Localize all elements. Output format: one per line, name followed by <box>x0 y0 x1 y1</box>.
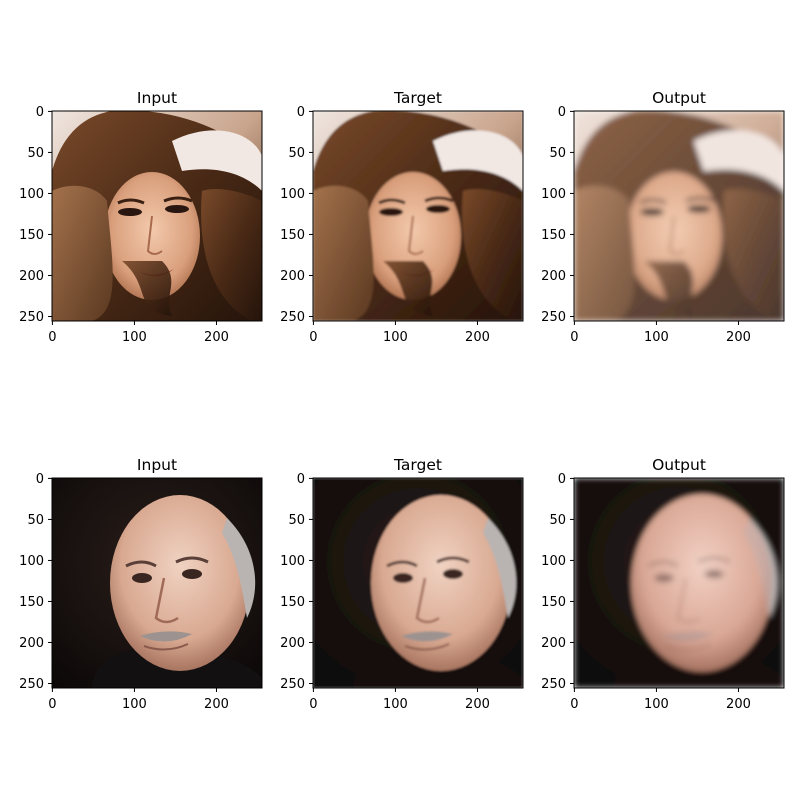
x-tick-label: 200 <box>465 697 490 712</box>
axes-frame <box>51 477 263 689</box>
x-tick-label: 0 <box>48 330 56 345</box>
y-tick-label: 50 <box>27 146 44 161</box>
y-tick-label: 200 <box>541 269 566 284</box>
y-tick-label: 200 <box>280 269 305 284</box>
x-tick-label: 200 <box>465 330 490 345</box>
y-tick-label: 100 <box>541 554 566 569</box>
y-tick-label: 250 <box>280 310 305 325</box>
axes-frame <box>312 110 524 322</box>
axes-frame <box>573 477 785 689</box>
man-face-image <box>313 478 523 688</box>
panel-woman-input: Input 0 100 200 0 50 100 150 200 250 <box>19 89 263 345</box>
x-tick-label: 100 <box>644 330 669 345</box>
y-tick-label: 50 <box>27 513 44 528</box>
x-tick-label: 0 <box>570 697 578 712</box>
y-tick-label: 0 <box>558 472 566 487</box>
y-tick-label: 200 <box>19 269 44 284</box>
y-tick-label: 150 <box>19 595 44 610</box>
x-tick-label: 200 <box>726 330 751 345</box>
y-tick-label: 0 <box>297 105 305 120</box>
panel-man-target: Target 0 100 200 0 50 100 150 200 250 <box>280 456 524 712</box>
y-tick-label: 250 <box>541 677 566 692</box>
x-tick-label: 100 <box>383 697 408 712</box>
x-tick-label: 200 <box>204 330 229 345</box>
x-tick-label: 100 <box>383 330 408 345</box>
y-tick-label: 50 <box>288 513 305 528</box>
y-tick-label: 200 <box>19 636 44 651</box>
y-tick-label: 0 <box>558 105 566 120</box>
x-tick-label: 0 <box>309 330 317 345</box>
y-tick-label: 200 <box>541 636 566 651</box>
x-tick-label: 200 <box>204 697 229 712</box>
woman-face-image <box>574 111 784 321</box>
x-tick-label: 0 <box>570 330 578 345</box>
panel-woman-output: Output 0 100 200 0 50 100 150 200 250 <box>541 89 785 345</box>
panel-title: Output <box>652 89 706 107</box>
y-tick-label: 150 <box>19 228 44 243</box>
woman-face-image <box>313 111 523 321</box>
y-tick-label: 150 <box>280 228 305 243</box>
y-tick-label: 200 <box>280 636 305 651</box>
panel-man-input: Input 0 100 200 0 50 100 150 200 250 <box>19 456 263 712</box>
axes-frame <box>573 110 785 322</box>
panel-man-output: Output 0 100 200 0 50 100 150 200 250 <box>541 456 785 712</box>
x-tick-label: 0 <box>309 697 317 712</box>
y-tick-label: 0 <box>36 105 44 120</box>
y-tick-label: 150 <box>280 595 305 610</box>
man-face-image <box>52 478 262 688</box>
man-face-image <box>574 478 784 688</box>
y-tick-label: 250 <box>541 310 566 325</box>
y-tick-label: 100 <box>280 187 305 202</box>
y-tick-label: 250 <box>19 310 44 325</box>
y-tick-label: 100 <box>19 554 44 569</box>
y-tick-label: 150 <box>541 228 566 243</box>
y-tick-label: 150 <box>541 595 566 610</box>
y-tick-label: 50 <box>288 146 305 161</box>
x-tick-label: 100 <box>644 697 669 712</box>
y-tick-label: 250 <box>280 677 305 692</box>
woman-face-image <box>52 111 262 321</box>
axes-frame <box>312 477 524 689</box>
y-tick-label: 50 <box>549 513 566 528</box>
y-tick-label: 0 <box>36 472 44 487</box>
y-tick-label: 100 <box>19 187 44 202</box>
x-tick-label: 100 <box>122 330 147 345</box>
panel-title: Input <box>137 89 177 107</box>
axes-frame <box>51 110 263 322</box>
y-tick-label: 250 <box>19 677 44 692</box>
y-tick-label: 100 <box>541 187 566 202</box>
panel-title: Target <box>393 456 442 474</box>
x-tick-label: 100 <box>122 697 147 712</box>
y-tick-label: 0 <box>297 472 305 487</box>
x-tick-label: 0 <box>48 697 56 712</box>
panel-title: Target <box>393 89 442 107</box>
panel-woman-target: Target 0 100 200 0 50 100 150 200 250 <box>280 89 524 345</box>
panel-title: Input <box>137 456 177 474</box>
x-tick-label: 200 <box>726 697 751 712</box>
y-tick-label: 50 <box>549 146 566 161</box>
y-tick-label: 100 <box>280 554 305 569</box>
panel-title: Output <box>652 456 706 474</box>
